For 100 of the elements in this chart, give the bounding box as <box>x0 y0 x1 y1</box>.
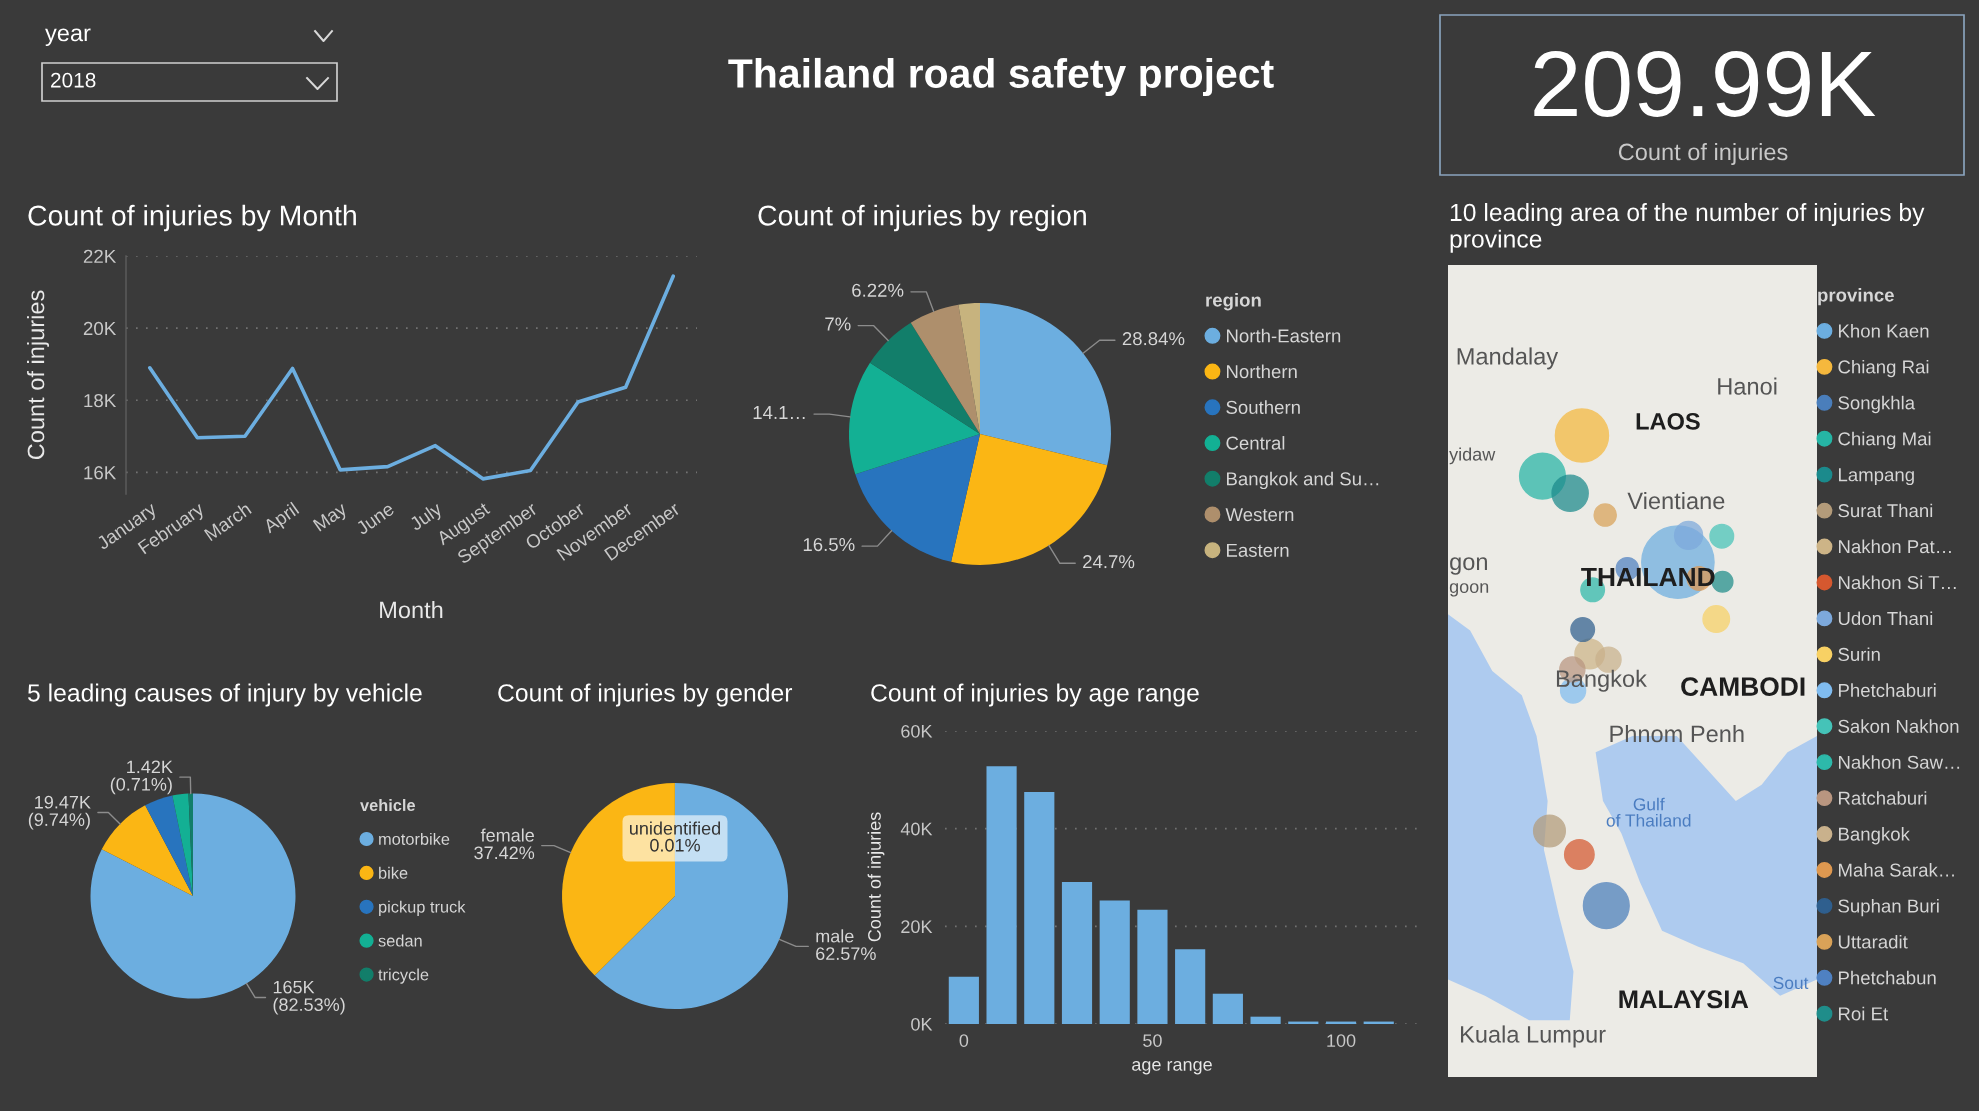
data-label: 14.1… <box>753 406 805 419</box>
pie-slice <box>958 303 980 434</box>
x-tick-label: June <box>355 501 395 536</box>
pie-slice <box>594 783 788 1009</box>
category-label: Surin <box>1838 647 1880 662</box>
legend-label: bike <box>379 866 408 879</box>
bar <box>1175 949 1206 1024</box>
legend-title: province <box>1818 288 1894 306</box>
legend-title: region <box>1206 293 1261 311</box>
y-tick-label: 16K <box>84 466 117 480</box>
text: Kuala Lumpur <box>1461 1025 1606 1048</box>
data-label: 6.22% <box>852 283 904 297</box>
legend-label: Eastern <box>1227 543 1289 557</box>
slice-label: female <box>480 828 534 842</box>
category-label: Chiang Rai <box>1838 359 1929 378</box>
bar <box>1250 1016 1281 1024</box>
legend-label: tricycle <box>378 968 429 984</box>
category-label: Sakon Nakhon <box>1838 719 1959 733</box>
x-tick-label: 50 <box>1143 1034 1162 1047</box>
legend-label: Northern <box>1227 364 1297 379</box>
category-label: Nakhon Pat… <box>1839 539 1951 554</box>
x-axis-title: Month <box>380 600 443 619</box>
pie-slice <box>910 304 980 434</box>
x-axis-title: age range <box>1132 1060 1212 1075</box>
bar <box>1099 900 1130 1024</box>
legend-label: Central <box>1226 436 1285 450</box>
legend-label: sedan <box>378 934 422 947</box>
data-label: 0.01% <box>650 838 700 852</box>
text: CAMBODI <box>1681 677 1805 696</box>
category-label: Maha Sarak… <box>1839 863 1954 877</box>
legend-label: Southern <box>1226 400 1300 414</box>
text: goon <box>1449 583 1489 597</box>
y-tick-label: 60K <box>901 724 933 738</box>
slice-label: male <box>816 929 854 943</box>
data-label: 1.42K (0.71%) <box>110 760 173 795</box>
y-tick-label: 40K <box>900 822 933 836</box>
category-label: Khon Kaen <box>1839 323 1929 338</box>
y-axis-title: Count of injuries <box>27 290 49 460</box>
pie-slice <box>870 322 980 434</box>
data-label: 24.7% <box>1083 555 1135 569</box>
text: 209.99K <box>1534 51 1876 117</box>
chart-title: Count of injuries by region <box>758 204 1086 232</box>
text: 2018 <box>51 72 96 88</box>
category-label: Bangkok <box>1839 827 1910 845</box>
category-label: Songkhla <box>1838 395 1916 414</box>
legend-title: vehicle <box>360 799 416 812</box>
line-series <box>147 274 676 481</box>
category-label: Chiang Mai <box>1838 431 1931 450</box>
y-tick-label: 0K <box>911 1017 933 1031</box>
pie-slice <box>145 795 193 896</box>
bar <box>986 766 1017 1024</box>
data-label: 28.84% <box>1122 332 1185 346</box>
category-label: Ratchaburi <box>1839 791 1927 805</box>
text: Count of injuries <box>1618 143 1788 166</box>
bar <box>1024 792 1055 1024</box>
x-tick-label: 0 <box>959 1034 969 1047</box>
text: LAOS <box>1636 412 1700 430</box>
text: Sout <box>1773 976 1809 990</box>
text: gon <box>1450 557 1487 575</box>
data-label: 165K (82.53%) <box>273 980 345 1015</box>
data-label: 62.57% <box>816 947 876 961</box>
bar <box>1061 881 1093 1024</box>
text: MALAYSIA <box>1619 990 1749 1009</box>
category-label: Lampang <box>1839 468 1914 486</box>
data-label: 37.42% <box>474 846 535 860</box>
pie-slice <box>172 793 193 896</box>
legend-label: Western <box>1225 508 1294 522</box>
bar <box>948 976 979 1024</box>
pie-slice <box>849 362 980 475</box>
category-label: Phetchaburi <box>1839 683 1936 697</box>
legend-label: motorbike <box>379 832 450 845</box>
legend-label: Bangkok and Su… <box>1227 471 1379 490</box>
category-label: Roi Et <box>1839 1006 1889 1021</box>
category-label: Uttaradit <box>1838 934 1908 949</box>
data-label: 19.47K (9.74%) <box>28 795 91 830</box>
text: Bangkok <box>1556 669 1647 692</box>
text: yidaw <box>1449 447 1496 465</box>
bar <box>1212 993 1243 1024</box>
y-tick-label: 20K <box>83 321 117 336</box>
legend-label: North-Eastern <box>1227 328 1341 343</box>
category-label: Surat Thani <box>1838 503 1933 518</box>
pie-slice <box>980 303 1111 466</box>
pie-slice <box>101 805 193 896</box>
pie-slice <box>855 434 980 562</box>
y-tick-label: 22K <box>83 249 117 263</box>
y-tick-label: 20K <box>901 920 933 934</box>
text: year <box>45 28 91 47</box>
chart-title: Count of injuries by gender <box>498 683 793 707</box>
category-label: Suphan Buri <box>1838 898 1939 917</box>
text: Gulf of Thailand <box>1606 797 1691 827</box>
x-tick-label: 100 <box>1327 1034 1356 1047</box>
category-label: Nakhon Saw… <box>1839 755 1960 769</box>
chart-title: Count of injuries by age range <box>871 683 1199 707</box>
legend-label: pickup truck <box>379 900 466 916</box>
text: 10 leading area of the number of injuries by province <box>1450 203 1925 253</box>
slice-label: unidentified <box>630 821 721 835</box>
y-axis-title: Count of injuries <box>867 812 885 942</box>
y-tick-label: 18K <box>84 393 117 408</box>
x-tick-label: May <box>312 501 351 535</box>
category-label: Udon Thani <box>1838 611 1933 626</box>
